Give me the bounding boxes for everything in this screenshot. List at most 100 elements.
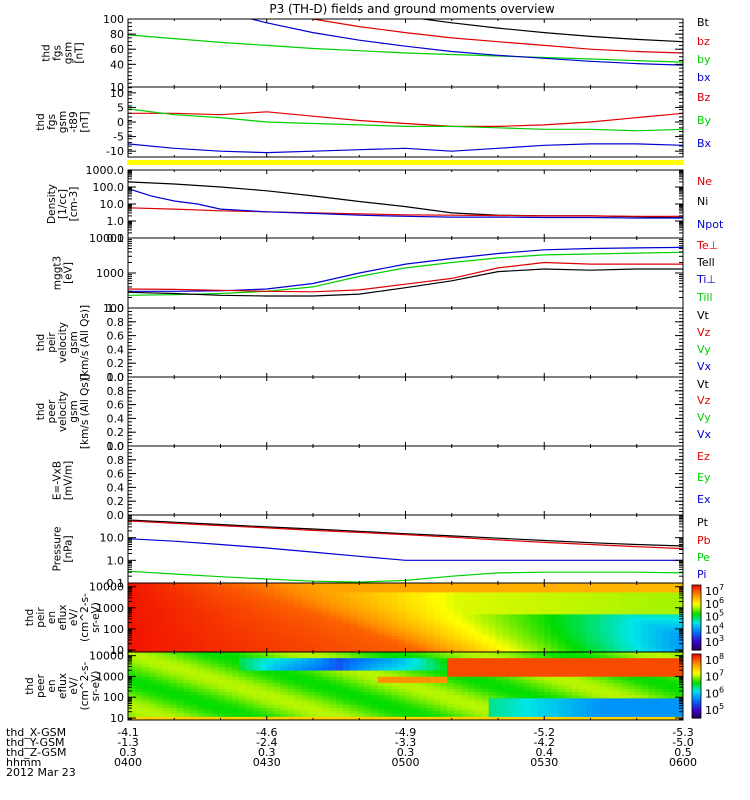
spectrogram-cell [370,704,379,709]
spectrogram-cell [495,630,504,634]
spectrogram-cell [218,692,226,696]
spectrogram-cell [176,692,185,696]
spectrogram-cell [592,639,601,644]
spectrogram-cell [606,608,615,612]
spectrogram-cell [676,598,683,603]
spectrogram-cell [141,598,150,603]
spectrogram-cell [474,589,483,594]
spectrogram-cell [315,617,323,622]
colorbar-segment [692,703,701,706]
spectrogram-cell [259,716,268,720]
y-tick-label: 100 [103,13,124,26]
spectrogram-cell [648,592,656,597]
spectrogram-cell [329,586,337,590]
spectrogram-cell [363,645,372,650]
spectrogram-cell [648,639,656,644]
spectrogram-cell [315,698,323,703]
spectrogram-cell [398,601,407,606]
spectrogram-cell [239,598,247,603]
spectrogram-cell [225,639,233,644]
spectrogram-cell [481,604,490,609]
spectrogram-cell [294,617,303,622]
spectrogram-cell [315,639,323,644]
spectrogram-cell [398,658,407,662]
spectrogram-cell [211,689,219,693]
spectrogram-cell [474,707,483,712]
spectrogram-cell [634,601,642,606]
y-tick-label: 0.2 [107,426,125,439]
spectrogram-cell [516,598,525,603]
spectrogram-cell [239,639,247,644]
spectrogram-cell [377,630,386,634]
spectrogram-cell [280,623,289,628]
spectrogram-cell [322,626,330,631]
spectrogram-cell [537,620,545,625]
spectrogram-cell [592,695,601,699]
spectrogram-cell [592,713,601,718]
spectrogram-cell [148,701,157,706]
spectrogram-cell [551,713,559,718]
y-axis-label: Pressure [52,527,64,572]
spectrogram-cell [592,623,601,628]
spectrogram-cell [190,633,198,637]
spectrogram-cell [169,695,178,699]
spectrogram-cell [544,686,552,690]
spectrogram-cell [343,586,351,590]
spectrogram-cell [169,686,178,690]
spectrogram-cell [481,611,490,615]
spectrogram-cell [377,604,386,609]
spectrogram-cell [336,689,344,693]
spectrogram-cell [523,676,531,681]
spectrogram-cell [155,652,164,656]
spectrogram-cell [467,645,476,650]
spectrogram-cell [190,614,198,619]
spectrogram-cell [398,598,407,603]
spectrogram-cell [613,626,622,631]
spectrogram-cell [558,673,566,678]
colorbar-segment [692,632,701,635]
spectrogram-cell [662,583,670,587]
spectrogram-cell [294,704,303,709]
spectrogram-cell [578,598,587,603]
spectrogram-cell [488,592,497,597]
spectrogram-cell [266,686,275,690]
spectrogram-cell [530,592,538,597]
spectrogram-cell [204,689,212,693]
series-line-By [128,108,683,132]
spectrogram-cell [461,682,469,687]
spectrogram-cell [301,670,309,675]
spectrogram-cell [676,673,683,678]
spectrogram-cell [218,617,226,622]
spectrogram-cell [211,604,219,609]
spectrogram-cell [162,682,171,687]
spectrogram-cell [613,710,622,715]
spectrogram-cell [634,595,642,600]
spectrogram-cell [148,716,157,720]
spectrogram-cell [391,655,400,659]
spectrogram-cell [551,645,559,650]
spectrogram-cell [509,686,518,690]
spectrogram-cell [356,667,365,672]
spectrogram-cell [551,655,559,659]
spectrogram-cell [232,670,240,675]
spectrogram-cell [627,713,636,718]
spectrogram-cell [558,583,566,587]
spectrogram-cell [440,642,448,647]
spectrogram-cell [301,689,309,693]
spectrogram-cell [183,586,192,590]
spectrogram-cell [273,673,282,678]
spectrogram-cell [315,695,323,699]
spectrogram-cell [280,698,289,703]
spectrogram-cell [128,598,136,603]
spectrogram-cell [488,626,497,631]
spectrogram-cell [412,689,420,693]
spectrogram-cell [516,639,525,644]
spectrogram-cell [405,716,414,720]
spectrogram-cell [467,661,476,665]
y-axis-label: [1/cc] [57,189,69,219]
spectrogram-cell [211,601,219,606]
spectrogram-cell [336,692,344,696]
spectrogram-cell [433,689,441,693]
spectrogram-cell [509,583,518,587]
spectrogram-cell [634,698,642,703]
